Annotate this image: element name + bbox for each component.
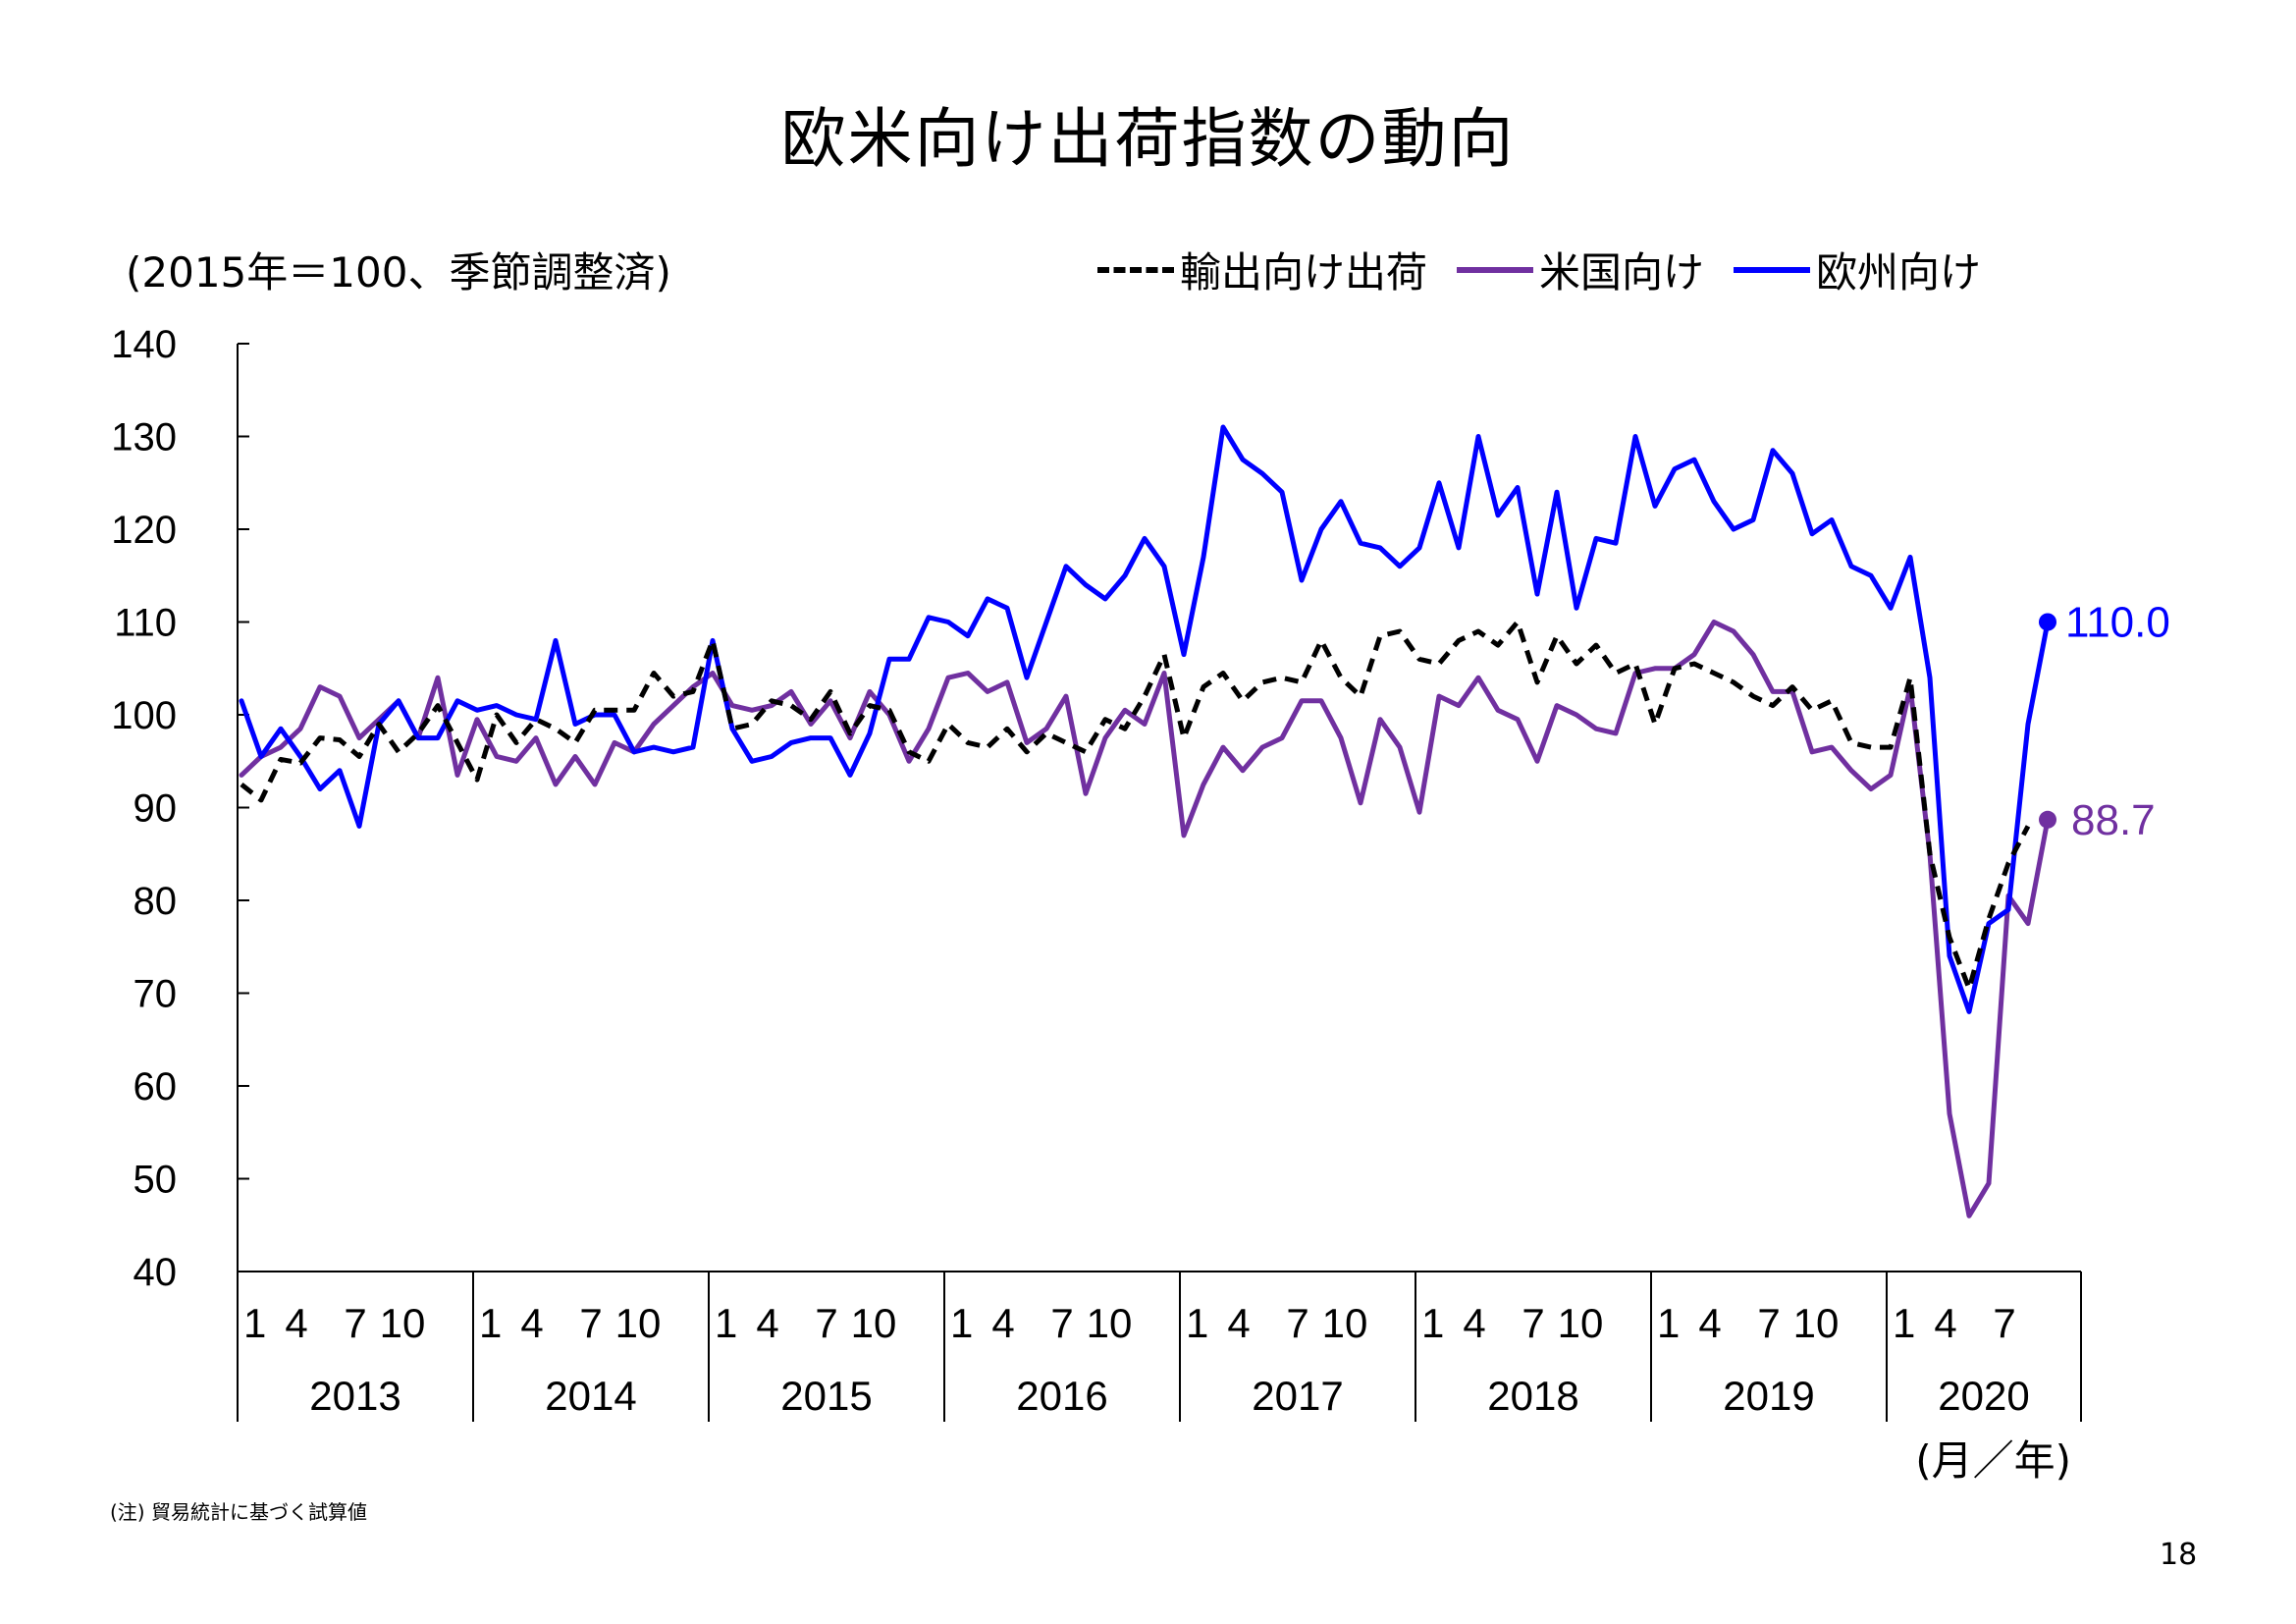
month-tick-label: 10 <box>1558 1300 1604 1346</box>
month-tick-label: 7 <box>1757 1300 1780 1346</box>
eu-end-label: 110.0 <box>2065 599 2170 647</box>
month-tick-label: 7 <box>344 1300 366 1346</box>
month-tick-label: 10 <box>615 1300 662 1346</box>
month-tick-label: 7 <box>1993 1300 2015 1346</box>
month-tick-label: 1 <box>479 1300 502 1346</box>
month-tick-label: 4 <box>1934 1300 1956 1346</box>
year-label: 2017 <box>1252 1373 1343 1419</box>
y-tick-label: 140 <box>111 323 177 366</box>
series-line-export <box>240 620 2031 992</box>
legend-swatch-eu <box>1734 266 1811 273</box>
series-line-eu <box>239 424 2051 1014</box>
legend-swatch-export <box>1097 266 1174 273</box>
month-tick-label: 4 <box>520 1300 543 1346</box>
month-tick-label: 7 <box>815 1300 837 1346</box>
month-tick-label: 10 <box>1322 1300 1368 1346</box>
month-tick-label: 10 <box>1087 1300 1133 1346</box>
legend-label-us: 米国向け <box>1539 248 1705 297</box>
month-tick-label: 1 <box>1893 1300 1915 1346</box>
month-tick-label: 4 <box>756 1300 778 1346</box>
month-tick-label: 10 <box>1793 1300 1840 1346</box>
month-unit-label: (月／年) <box>1915 1436 2071 1485</box>
series-line-us <box>239 620 2051 1218</box>
legend: 輸出向け出荷 米国向け 欧州向け <box>1097 240 2010 299</box>
unit-label: (2015年＝100、季節調整済) <box>126 248 671 297</box>
y-tick-label: 130 <box>111 416 177 460</box>
month-tick-label: 4 <box>1698 1300 1721 1346</box>
eu-end-marker <box>2039 613 2056 631</box>
year-label: 2018 <box>1487 1373 1578 1419</box>
month-tick-label: 7 <box>1050 1300 1073 1346</box>
month-tick-label: 1 <box>1186 1300 1208 1346</box>
month-tick-label: 1 <box>715 1300 737 1346</box>
month-tick-label: 10 <box>851 1300 897 1346</box>
month-tick-label: 1 <box>243 1300 266 1346</box>
month-tick-label: 4 <box>1227 1300 1250 1346</box>
year-label: 2020 <box>1938 1373 2029 1419</box>
page-number: 18 <box>2160 1538 2198 1572</box>
us-end-label: 88.7 <box>2071 796 2156 844</box>
year-label: 2015 <box>780 1373 872 1419</box>
month-tick-label: 7 <box>1522 1300 1544 1346</box>
month-tick-label: 1 <box>1421 1300 1444 1346</box>
month-tick-label: 4 <box>991 1300 1014 1346</box>
legend-item-export: 輸出向け出荷 <box>1097 240 1427 299</box>
legend-item-eu: 欧州向け <box>1734 240 1981 299</box>
year-label: 2019 <box>1723 1373 1814 1419</box>
legend-swatch-us <box>1457 266 1534 273</box>
year-label: 2014 <box>545 1373 636 1419</box>
year-label: 2013 <box>309 1373 400 1419</box>
y-tick-label: 60 <box>133 1065 178 1109</box>
month-tick-label: 10 <box>380 1300 426 1346</box>
y-tick-label: 70 <box>133 973 178 1016</box>
footnote: (注) 貿易統計に基づく試算値 <box>110 1500 367 1524</box>
legend-label-eu: 欧州向け <box>1816 248 1982 297</box>
legend-label-export: 輸出向け出荷 <box>1180 248 1428 297</box>
y-tick-label: 90 <box>133 787 178 831</box>
month-tick-label: 1 <box>1657 1300 1680 1346</box>
month-tick-label: 4 <box>1463 1300 1485 1346</box>
y-tick-label: 120 <box>111 509 177 552</box>
us-end-marker <box>2039 810 2056 829</box>
month-tick-label: 1 <box>950 1300 973 1346</box>
y-tick-label: 80 <box>133 880 178 923</box>
month-tick-label: 4 <box>285 1300 307 1346</box>
chart-title: 欧米向け出荷指数の動向 <box>780 101 1516 177</box>
y-tick-label: 110 <box>114 602 177 645</box>
month-tick-label: 7 <box>579 1300 602 1346</box>
y-tick-label: 100 <box>111 694 177 737</box>
y-tick-label: 50 <box>133 1159 178 1202</box>
legend-item-us: 米国向け <box>1457 240 1704 299</box>
chart-markers: 110.0 88.7 <box>2039 599 2170 844</box>
month-tick-label: 7 <box>1286 1300 1308 1346</box>
chart-lines <box>239 424 2051 1218</box>
y-tick-label: 40 <box>133 1251 178 1294</box>
year-label: 2016 <box>1016 1373 1107 1419</box>
